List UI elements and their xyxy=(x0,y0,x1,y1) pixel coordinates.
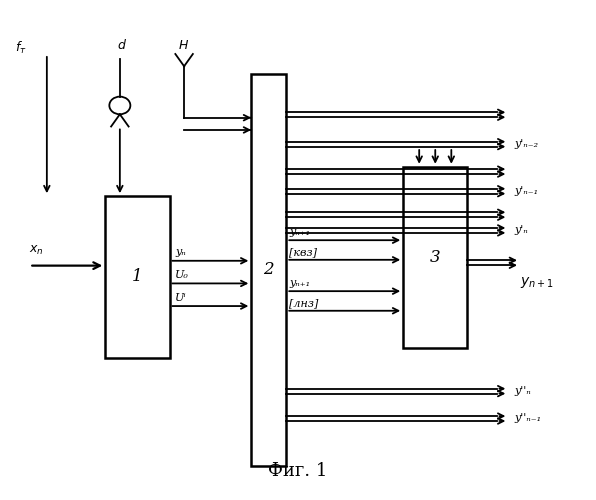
Text: U₀: U₀ xyxy=(175,270,189,280)
Text: y''ₙ₋₁: y''ₙ₋₁ xyxy=(514,413,541,423)
Text: Фиг. 1: Фиг. 1 xyxy=(268,462,328,480)
Text: yₙ₊₁: yₙ₊₁ xyxy=(289,228,311,237)
Text: [квз]: [квз] xyxy=(289,247,317,257)
Text: y'ₙ: y'ₙ xyxy=(514,225,528,235)
Text: [лнз]: [лнз] xyxy=(289,298,319,308)
Bar xyxy=(105,196,169,358)
Text: $d$: $d$ xyxy=(117,38,127,52)
Text: yₙ: yₙ xyxy=(175,248,186,258)
Text: Uⁱ: Uⁱ xyxy=(175,292,187,302)
Text: y'ₙ₋₁: y'ₙ₋₁ xyxy=(514,186,538,196)
Text: $x_n$: $x_n$ xyxy=(29,244,44,258)
Text: 2: 2 xyxy=(263,261,274,278)
Text: $y_{n+1}$: $y_{n+1}$ xyxy=(520,275,554,290)
Text: $H$: $H$ xyxy=(178,39,190,52)
Text: 1: 1 xyxy=(132,268,142,285)
Bar xyxy=(252,74,286,466)
Text: 3: 3 xyxy=(430,249,440,266)
Text: y'ₙ₋₂: y'ₙ₋₂ xyxy=(514,138,538,148)
Text: y''ₙ: y''ₙ xyxy=(514,386,531,396)
Text: $f_т$: $f_т$ xyxy=(15,40,26,56)
Bar xyxy=(403,166,467,348)
Text: yₙ₊₁: yₙ₊₁ xyxy=(289,278,311,288)
